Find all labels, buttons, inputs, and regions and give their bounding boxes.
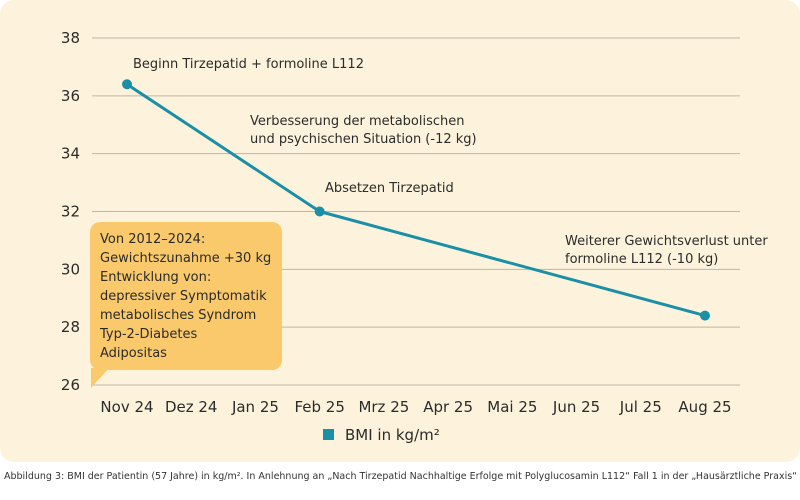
callout-line: Von 2012–2024: [100, 232, 206, 247]
y-tick-label: 34 [61, 145, 80, 163]
bmi-data-point [314, 206, 325, 217]
callout-line: Typ-2-Diabetes [100, 327, 198, 342]
x-tick-label: Aug 25 [678, 398, 731, 416]
chart-card: 26 28 30 32 34 36 38 Nov 24 Dez 24 Jan 25 Feb 25 Mr… [0, 0, 800, 462]
history-callout: Von 2012–2024: Gewichtszunahme +30 kg Entw… [90, 222, 282, 370]
bmi-data-point [700, 310, 710, 321]
chart-annotation: und psychischen Situation (-12 kg) [250, 132, 477, 147]
figure-caption: Abbildung 3: BMI der Patientin (57 Jahre… [4, 471, 796, 482]
chart-annotation: Absetzen Tirzepatid [325, 181, 454, 196]
y-tick-label: 26 [61, 376, 80, 394]
x-tick-label: Jan 25 [231, 398, 279, 416]
x-tick-label: Jul 25 [619, 398, 662, 416]
legend-swatch [323, 429, 334, 440]
chart-annotation: Weiterer Gewichtsverlust unter [565, 234, 768, 249]
y-tick-label: 36 [61, 87, 80, 105]
x-tick-label: Feb 25 [294, 398, 344, 416]
x-tick-label: Dez 24 [165, 398, 218, 416]
chart-annotation: Verbesserung der metabolischen [250, 114, 465, 129]
chart-annotation: Beginn Tirzepatid + formoline L112 [133, 57, 364, 72]
x-tick-label: Nov 24 [100, 398, 153, 416]
x-tick-label: Jun 25 [552, 398, 600, 416]
y-tick-label: 28 [61, 318, 80, 336]
callout-line: Adipositas [100, 346, 167, 361]
chart-annotation: formoline L112 (-10 kg) [565, 252, 718, 267]
callout-line: Entwicklung von: [100, 270, 212, 285]
y-tick-label: 38 [61, 29, 80, 47]
y-tick-label: 32 [61, 203, 80, 221]
x-tick-label: Apr 25 [423, 398, 473, 416]
y-tick-label: 30 [61, 260, 80, 278]
bmi-data-point [122, 79, 132, 90]
bmi-line-chart: 26 28 30 32 34 36 38 Nov 24 Dez 24 Jan 25 Feb 25 Mr… [61, 29, 768, 444]
callout-line: depressiver Symptomatik [100, 289, 267, 304]
legend-label: BMI in kg/m² [345, 426, 440, 444]
callout-line: Gewichtszunahme +30 kg [100, 251, 272, 266]
x-tick-label: Mai 25 [487, 398, 537, 416]
callout-line: metabolisches Syndrom [100, 308, 257, 323]
callout-tail [91, 368, 109, 388]
x-tick-label: Mrz 25 [358, 398, 409, 416]
